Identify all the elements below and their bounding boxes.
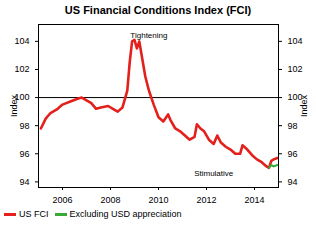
svg-text:96: 96 xyxy=(288,149,298,159)
svg-text:102: 102 xyxy=(288,64,303,74)
svg-text:98: 98 xyxy=(288,121,298,131)
svg-text:Tightening: Tightening xyxy=(130,31,167,40)
svg-text:102: 102 xyxy=(14,64,29,74)
svg-text:94: 94 xyxy=(19,177,29,187)
svg-text:Stimulative: Stimulative xyxy=(194,169,234,178)
html-text:US Financial Conditions Index: US Financial Conditions Index (FCI) xyxy=(64,4,252,16)
svg-text:2012: 2012 xyxy=(196,195,216,205)
svg-text:104: 104 xyxy=(14,36,29,46)
svg-text:2006: 2006 xyxy=(52,195,72,205)
svg-text:98: 98 xyxy=(19,121,29,131)
svg-text:94: 94 xyxy=(288,177,298,187)
html-text:US FCI: US FCI xyxy=(19,209,49,219)
svg-text:Index: Index xyxy=(299,94,309,117)
svg-text:104: 104 xyxy=(288,36,303,46)
svg-text:100: 100 xyxy=(14,92,30,103)
svg-text:2008: 2008 xyxy=(100,195,120,205)
svg-text:96: 96 xyxy=(19,149,29,159)
svg-text:Index: Index xyxy=(9,94,19,117)
html-text:Excluding USD appreciation: Excluding USD appreciation xyxy=(69,209,182,219)
svg-text:2010: 2010 xyxy=(148,195,168,205)
svg-text:2014: 2014 xyxy=(244,195,264,205)
svg-text:100: 100 xyxy=(287,92,303,103)
